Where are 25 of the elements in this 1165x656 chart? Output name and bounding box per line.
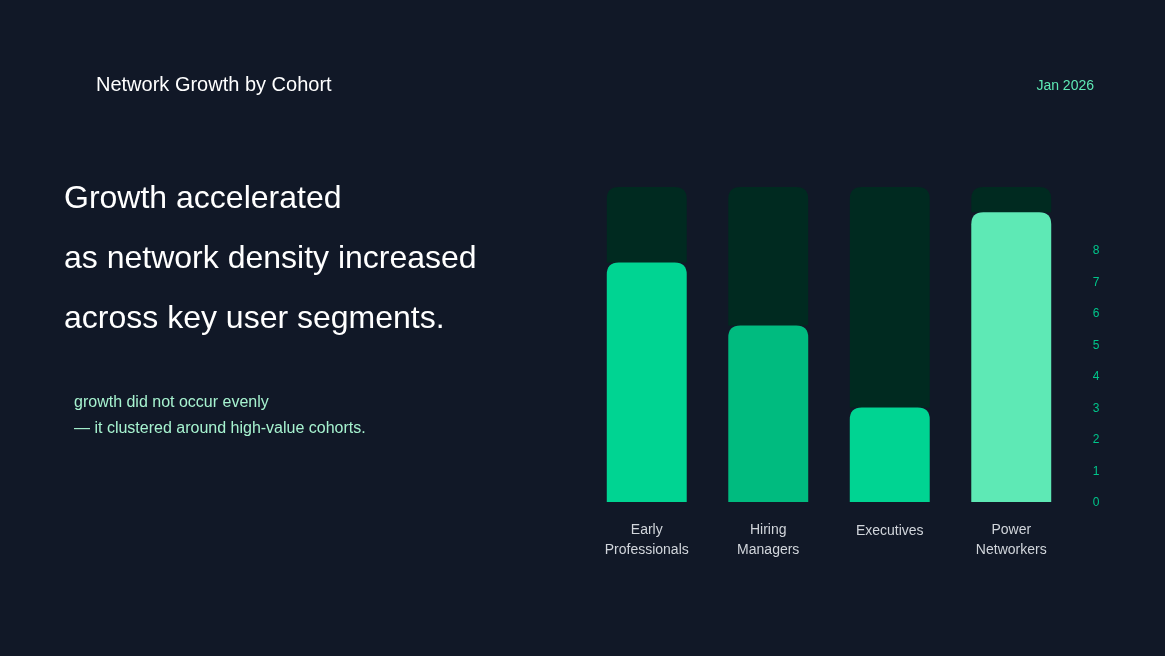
y-tick-label: 6 bbox=[1092, 306, 1100, 321]
bar bbox=[728, 325, 809, 502]
x-tick-label: Power Networkers bbox=[975, 521, 1047, 557]
bar bbox=[849, 407, 930, 502]
bar bbox=[728, 187, 809, 326]
bar bbox=[606, 187, 687, 263]
text: growth did not occur evenly — it clustered around high-value cohorts. bbox=[74, 393, 366, 436]
y-tick-label: 7 bbox=[1092, 274, 1100, 289]
bar bbox=[606, 262, 687, 502]
y-tick-label: 4 bbox=[1092, 369, 1100, 384]
x-tick-label: Executives bbox=[855, 522, 924, 538]
bar bbox=[971, 187, 1052, 213]
y-tick-label: 3 bbox=[1092, 400, 1100, 415]
x-tick-label: Hiring Managers bbox=[737, 521, 800, 557]
text: Network Growth by Cohort bbox=[96, 73, 333, 95]
y-tick-label: 0 bbox=[1092, 495, 1100, 510]
y-tick-label: 1 bbox=[1092, 463, 1100, 478]
x-tick-label: Early Professionals bbox=[604, 521, 689, 557]
y-tick-label: 8 bbox=[1092, 243, 1100, 258]
text: Jan 2026 bbox=[1036, 77, 1095, 93]
y-tick-label: 5 bbox=[1092, 337, 1100, 352]
text: Growth accelerated as network density increased across key user segments. bbox=[64, 179, 477, 335]
bar bbox=[971, 212, 1052, 502]
bar bbox=[849, 187, 930, 408]
y-tick-label: 2 bbox=[1092, 432, 1100, 447]
